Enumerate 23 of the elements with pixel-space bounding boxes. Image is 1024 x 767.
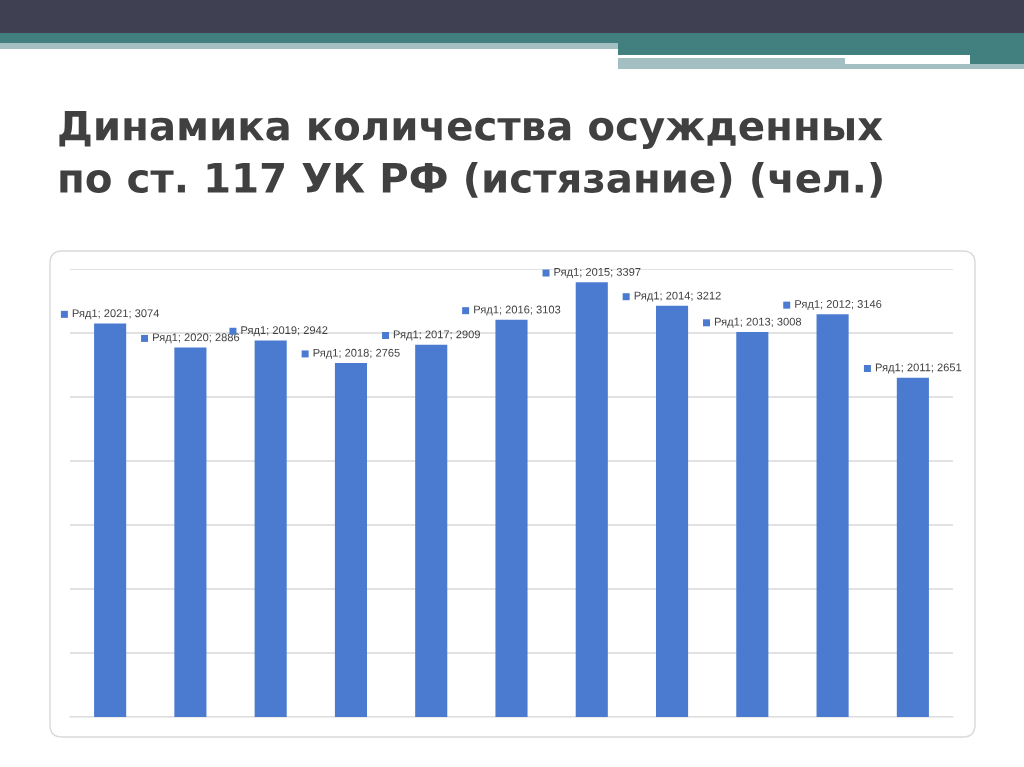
data-label: Ряд1; 2021; 3074 [72,309,160,320]
bar [254,340,287,717]
chart-title: Динамика количества осужденных по ст. 117 УК РФ (истязание) (чел.) [59,110,883,198]
bar [94,323,127,717]
bar [575,282,608,717]
data-label: Ряд1; 2016; 3103 [474,305,561,316]
data-label: Ряд1; 2019; 2942 [241,326,328,337]
bar [334,363,368,717]
bar [736,331,769,717]
data-label: Ряд1; 2020; 2886 [153,333,240,344]
data-label: Ряд1; 2013; 3008 [714,317,802,328]
bar [655,305,689,717]
bar [495,319,528,717]
data-label: Ряд1; 2018; 2765 [313,348,400,359]
bar [174,347,207,717]
bar [896,377,929,717]
bar [415,344,448,717]
data-label: Ряд1; 2011; 2651 [875,363,962,374]
bar [816,314,849,717]
data-label: Ряд1; 2015; 3397 [554,267,641,278]
data-label: Ряд1; 2017; 2909 [393,330,480,341]
data-label: Ряд1; 2012; 3146 [795,300,882,311]
data-label: Ряд1; 2014; 3212 [634,291,721,302]
